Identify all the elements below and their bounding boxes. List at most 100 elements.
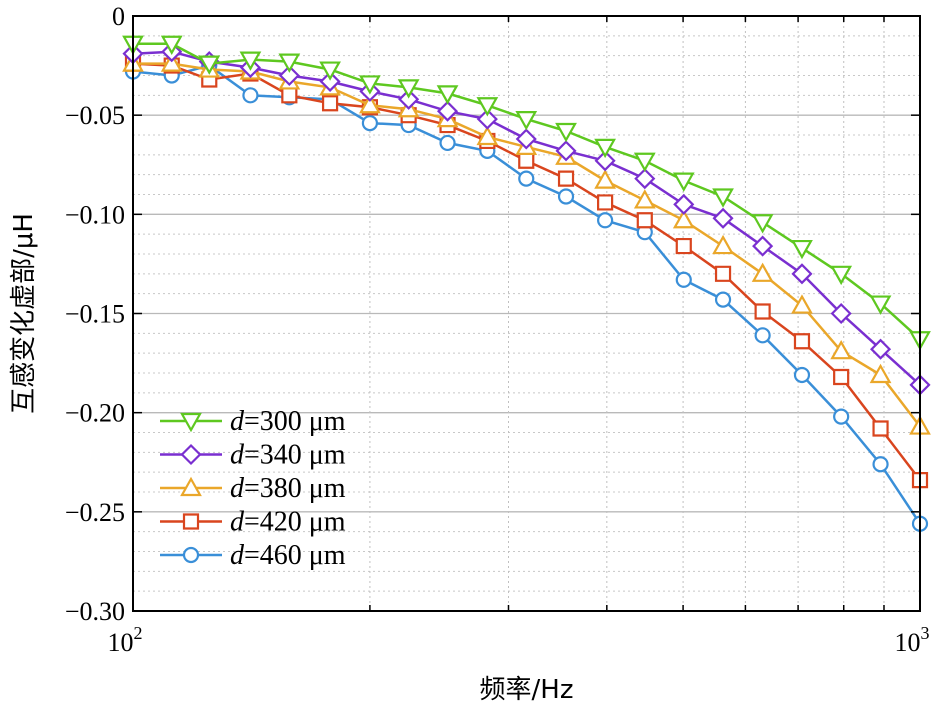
y-tick-label: −0.05 bbox=[65, 101, 125, 130]
legend-label: d=340 μm bbox=[230, 440, 346, 471]
data-point bbox=[515, 111, 538, 131]
legend: d=300 μmd=340 μmd=380 μmd=420 μmd=460 μm bbox=[160, 406, 346, 571]
data-point bbox=[319, 70, 341, 93]
data-point bbox=[555, 140, 577, 162]
legend-label: d=460 μm bbox=[230, 540, 346, 571]
legend-marker bbox=[182, 546, 200, 564]
y-tick-label: −0.15 bbox=[65, 300, 125, 329]
data-point bbox=[633, 189, 656, 209]
data-point bbox=[239, 51, 262, 71]
data-point bbox=[242, 87, 259, 104]
data-point bbox=[319, 61, 341, 81]
data-point bbox=[751, 262, 774, 282]
data-point bbox=[476, 125, 499, 146]
y-tick-label: −0.10 bbox=[65, 200, 125, 229]
data-point bbox=[869, 295, 892, 315]
data-point bbox=[198, 55, 221, 75]
legend-label: d=380 μm bbox=[230, 473, 346, 504]
data-point bbox=[754, 327, 771, 344]
data-point bbox=[754, 303, 771, 320]
data-point bbox=[672, 209, 695, 229]
data-point bbox=[359, 75, 381, 95]
data-point bbox=[872, 456, 889, 473]
data-point bbox=[752, 235, 774, 257]
data-point bbox=[397, 79, 420, 99]
legend-marker bbox=[180, 476, 202, 497]
y-tick-label: 0 bbox=[112, 2, 125, 31]
legend-entry: d=300 μm bbox=[160, 406, 346, 437]
axis-ticks bbox=[132, 15, 921, 612]
data-point bbox=[672, 172, 695, 192]
data-point bbox=[439, 134, 456, 152]
data-point bbox=[675, 271, 692, 288]
data-point bbox=[597, 212, 614, 229]
data-point bbox=[160, 52, 183, 72]
data-point bbox=[793, 333, 811, 350]
data-point bbox=[712, 234, 734, 255]
data-point bbox=[712, 188, 734, 208]
data-point bbox=[436, 100, 459, 122]
y-tick-label: −0.30 bbox=[65, 597, 125, 626]
series-layer bbox=[122, 35, 931, 532]
y-tick-label: −0.20 bbox=[65, 399, 125, 428]
data-point bbox=[594, 150, 616, 172]
data-point bbox=[321, 95, 339, 112]
data-point bbox=[281, 87, 298, 104]
legend-entry: d=380 μm bbox=[160, 473, 346, 504]
data-point bbox=[476, 108, 498, 130]
data-point bbox=[830, 339, 853, 360]
data-point bbox=[555, 122, 577, 143]
y-axis-title: 互感变化虚部/μH bbox=[9, 213, 39, 414]
data-point bbox=[793, 366, 811, 384]
data-point bbox=[636, 212, 653, 229]
data-point bbox=[633, 152, 656, 173]
legend-entry: d=460 μm bbox=[160, 540, 346, 571]
data-point bbox=[830, 302, 852, 325]
data-point bbox=[712, 207, 734, 229]
legend-marker bbox=[180, 443, 202, 466]
legend-entry: d=420 μm bbox=[160, 507, 346, 538]
data-point bbox=[714, 291, 732, 308]
data-point bbox=[791, 239, 813, 260]
data-point bbox=[791, 294, 813, 314]
legend-label: d=300 μm bbox=[230, 406, 346, 437]
data-point bbox=[833, 368, 850, 386]
data-point bbox=[594, 138, 616, 159]
data-point bbox=[673, 193, 695, 215]
data-point bbox=[791, 263, 813, 285]
data-point bbox=[278, 53, 301, 73]
data-point bbox=[436, 85, 459, 105]
x-tick-label: 103 bbox=[895, 623, 930, 657]
data-point bbox=[278, 64, 300, 87]
data-point bbox=[714, 265, 732, 282]
legend-label: d=420 μm bbox=[230, 507, 346, 538]
data-point bbox=[830, 265, 853, 286]
data-point bbox=[476, 97, 499, 117]
data-point bbox=[872, 420, 889, 437]
y-tick-label: −0.25 bbox=[65, 498, 125, 527]
data-point bbox=[398, 88, 420, 110]
data-point bbox=[557, 188, 575, 205]
data-point bbox=[869, 338, 892, 360]
data-point bbox=[869, 363, 892, 384]
data-point bbox=[597, 194, 614, 211]
x-axis-title: 频率/Hz bbox=[480, 675, 574, 705]
data-point bbox=[833, 408, 850, 425]
data-point bbox=[675, 237, 692, 255]
data-point bbox=[594, 169, 616, 189]
legend-marker bbox=[180, 412, 202, 433]
data-point bbox=[518, 152, 535, 169]
legend-entry: d=340 μm bbox=[160, 440, 346, 471]
data-point bbox=[634, 168, 656, 190]
data-point bbox=[751, 214, 774, 234]
series-0 bbox=[122, 35, 931, 351]
data-point bbox=[160, 35, 183, 56]
x-tick-label: 102 bbox=[108, 623, 143, 657]
data-point bbox=[557, 170, 575, 187]
data-point bbox=[361, 114, 379, 132]
legend-marker bbox=[182, 513, 200, 530]
data-point bbox=[359, 94, 381, 114]
data-point bbox=[518, 170, 535, 187]
